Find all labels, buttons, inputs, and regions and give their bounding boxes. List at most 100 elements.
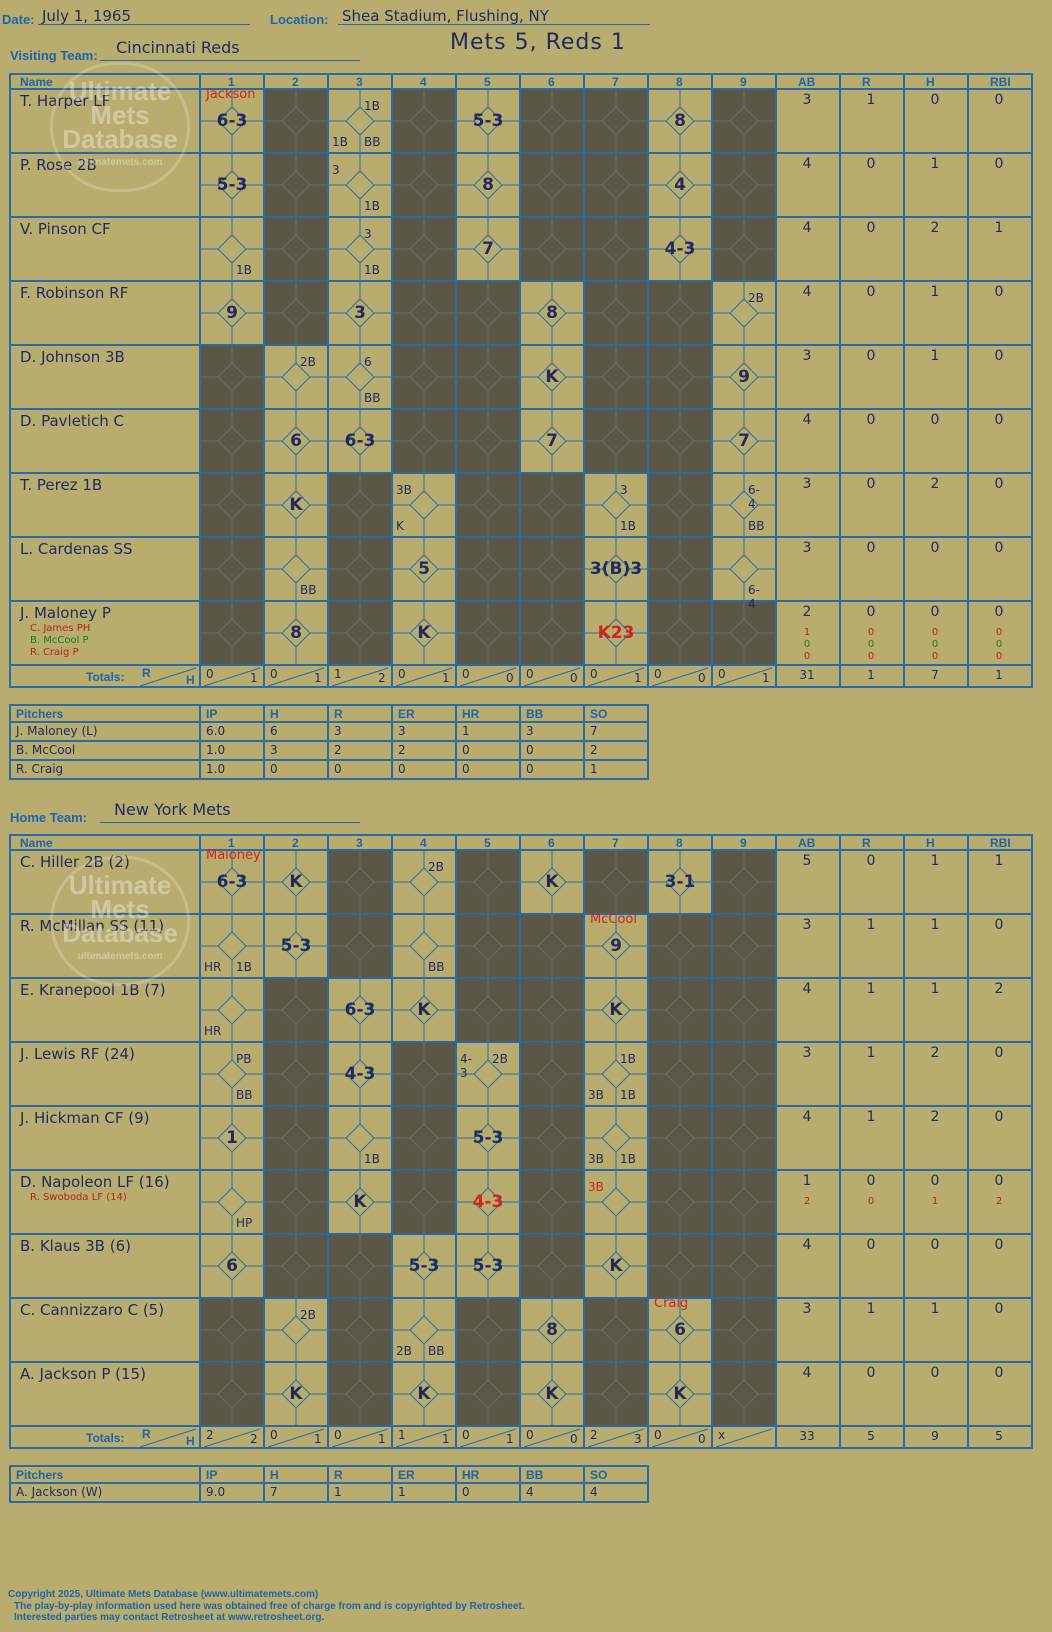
diamond <box>729 362 759 392</box>
play-result: 5-3 <box>280 936 312 956</box>
pitching-stat: 6.0 <box>206 724 226 738</box>
diamond <box>537 234 567 264</box>
pitching-column-header: R <box>334 1468 343 1482</box>
inning-header: 7 <box>612 836 619 850</box>
play-result: K <box>545 367 559 387</box>
play-note: 1B <box>620 1152 636 1166</box>
diamond <box>345 1379 375 1409</box>
substitute-stat: 0 <box>867 651 875 662</box>
diamond <box>729 1251 759 1281</box>
diamond <box>729 931 759 961</box>
inning-runs: 0 <box>590 667 598 681</box>
player-stat: 1 <box>866 1045 876 1061</box>
inning-header: 3 <box>356 836 363 850</box>
player-stat: 3 <box>802 1301 812 1317</box>
diamond <box>345 1187 375 1217</box>
play-result: 5-3 <box>472 111 504 131</box>
pitching-stat: 6 <box>270 724 278 738</box>
play-note: 1B <box>236 263 252 277</box>
pitching-stat: 1 <box>590 762 598 776</box>
player-stat: 0 <box>930 412 940 428</box>
diamond <box>217 1123 247 1153</box>
diamond <box>281 426 311 456</box>
player-stat: 0 <box>994 1365 1004 1381</box>
pitching-column-header: HR <box>462 707 480 721</box>
inning-hits: 0 <box>698 671 706 685</box>
pitching-stat: 0 <box>526 762 534 776</box>
inning-header: 1 <box>228 75 235 89</box>
pitching-stat: 0 <box>270 762 278 776</box>
player-stat: 2 <box>930 1109 940 1125</box>
diamond <box>217 426 247 456</box>
play-result: K <box>545 872 559 892</box>
location-underline <box>338 24 650 25</box>
inning-runs: 0 <box>462 667 470 681</box>
play-result: 8 <box>290 623 302 643</box>
substitute-stat: 0 <box>995 639 1003 650</box>
play-result: K23 <box>597 623 635 643</box>
player-stat: 4 <box>802 1109 812 1125</box>
player-name: D. Pavletich C <box>20 412 124 430</box>
diamond <box>537 1123 567 1153</box>
diamond <box>217 170 247 200</box>
diamond <box>601 426 631 456</box>
diamond <box>473 931 503 961</box>
player-stat: 0 <box>866 348 876 364</box>
play-result: 6-3 <box>344 1000 376 1020</box>
player-stat: 2 <box>994 981 1004 997</box>
player-stat: 0 <box>994 917 1004 933</box>
player-name: B. Klaus 3B (6) <box>20 1237 131 1255</box>
diamond <box>601 234 631 264</box>
diamond <box>729 234 759 264</box>
diamond <box>473 554 503 584</box>
player-stat: 1 <box>866 917 876 933</box>
inning-hits: 1 <box>314 671 322 685</box>
play-note: K <box>396 519 404 533</box>
player-name: L. Cardenas SS <box>20 540 133 558</box>
total-stat: 1 <box>995 668 1003 682</box>
diamond <box>537 1251 567 1281</box>
inning-runs: 2 <box>590 1428 598 1442</box>
location-value: Shea Stadium, Flushing, NY <box>342 7 549 25</box>
diamond <box>217 234 247 264</box>
total-stat: 9 <box>931 1429 939 1443</box>
play-note: Jackson <box>206 87 256 102</box>
diamond <box>409 362 439 392</box>
pitching-stat: 1 <box>398 1485 406 1499</box>
substitute-stat: 0 <box>867 639 875 650</box>
watermark-line1: Ultimate <box>68 870 172 900</box>
pitching-column-header: IP <box>206 707 218 721</box>
play-result: 9 <box>226 303 238 323</box>
diamond <box>729 1379 759 1409</box>
player-stat: 0 <box>866 853 876 869</box>
player-stat: 1 <box>930 156 940 172</box>
inning-hits: 2 <box>250 1432 258 1446</box>
substitute-stat: 0 <box>995 627 1003 638</box>
home-team-underline <box>100 822 360 823</box>
diamond <box>601 995 631 1025</box>
substitute-name: C. James PH <box>30 623 91 634</box>
diamond <box>537 298 567 328</box>
diamond <box>473 362 503 392</box>
player-stat: 0 <box>994 92 1004 108</box>
watermark-line3: Database <box>62 918 178 948</box>
date-label: Date: <box>2 12 35 27</box>
play-note: BB <box>428 1344 445 1358</box>
play-result: 6 <box>226 1256 238 1276</box>
substitute-stat: 1 <box>803 627 811 638</box>
play-result: 8 <box>674 111 686 131</box>
player-stat: 3 <box>802 1045 812 1061</box>
diamond <box>537 1315 567 1345</box>
player-stat: 0 <box>930 540 940 556</box>
play-result: 1 <box>226 1128 238 1148</box>
pitching-column-header: HR <box>462 1468 480 1482</box>
copyright-line3: Interested parties may contact Retroshee… <box>14 1612 325 1623</box>
play-result: 9 <box>610 936 622 956</box>
diamond <box>601 618 631 648</box>
pitching-stat: 1 <box>462 724 470 738</box>
inning-header: 8 <box>676 836 683 850</box>
play-result: K <box>289 495 303 515</box>
player-stat: 0 <box>994 1301 1004 1317</box>
diamond <box>217 1187 247 1217</box>
